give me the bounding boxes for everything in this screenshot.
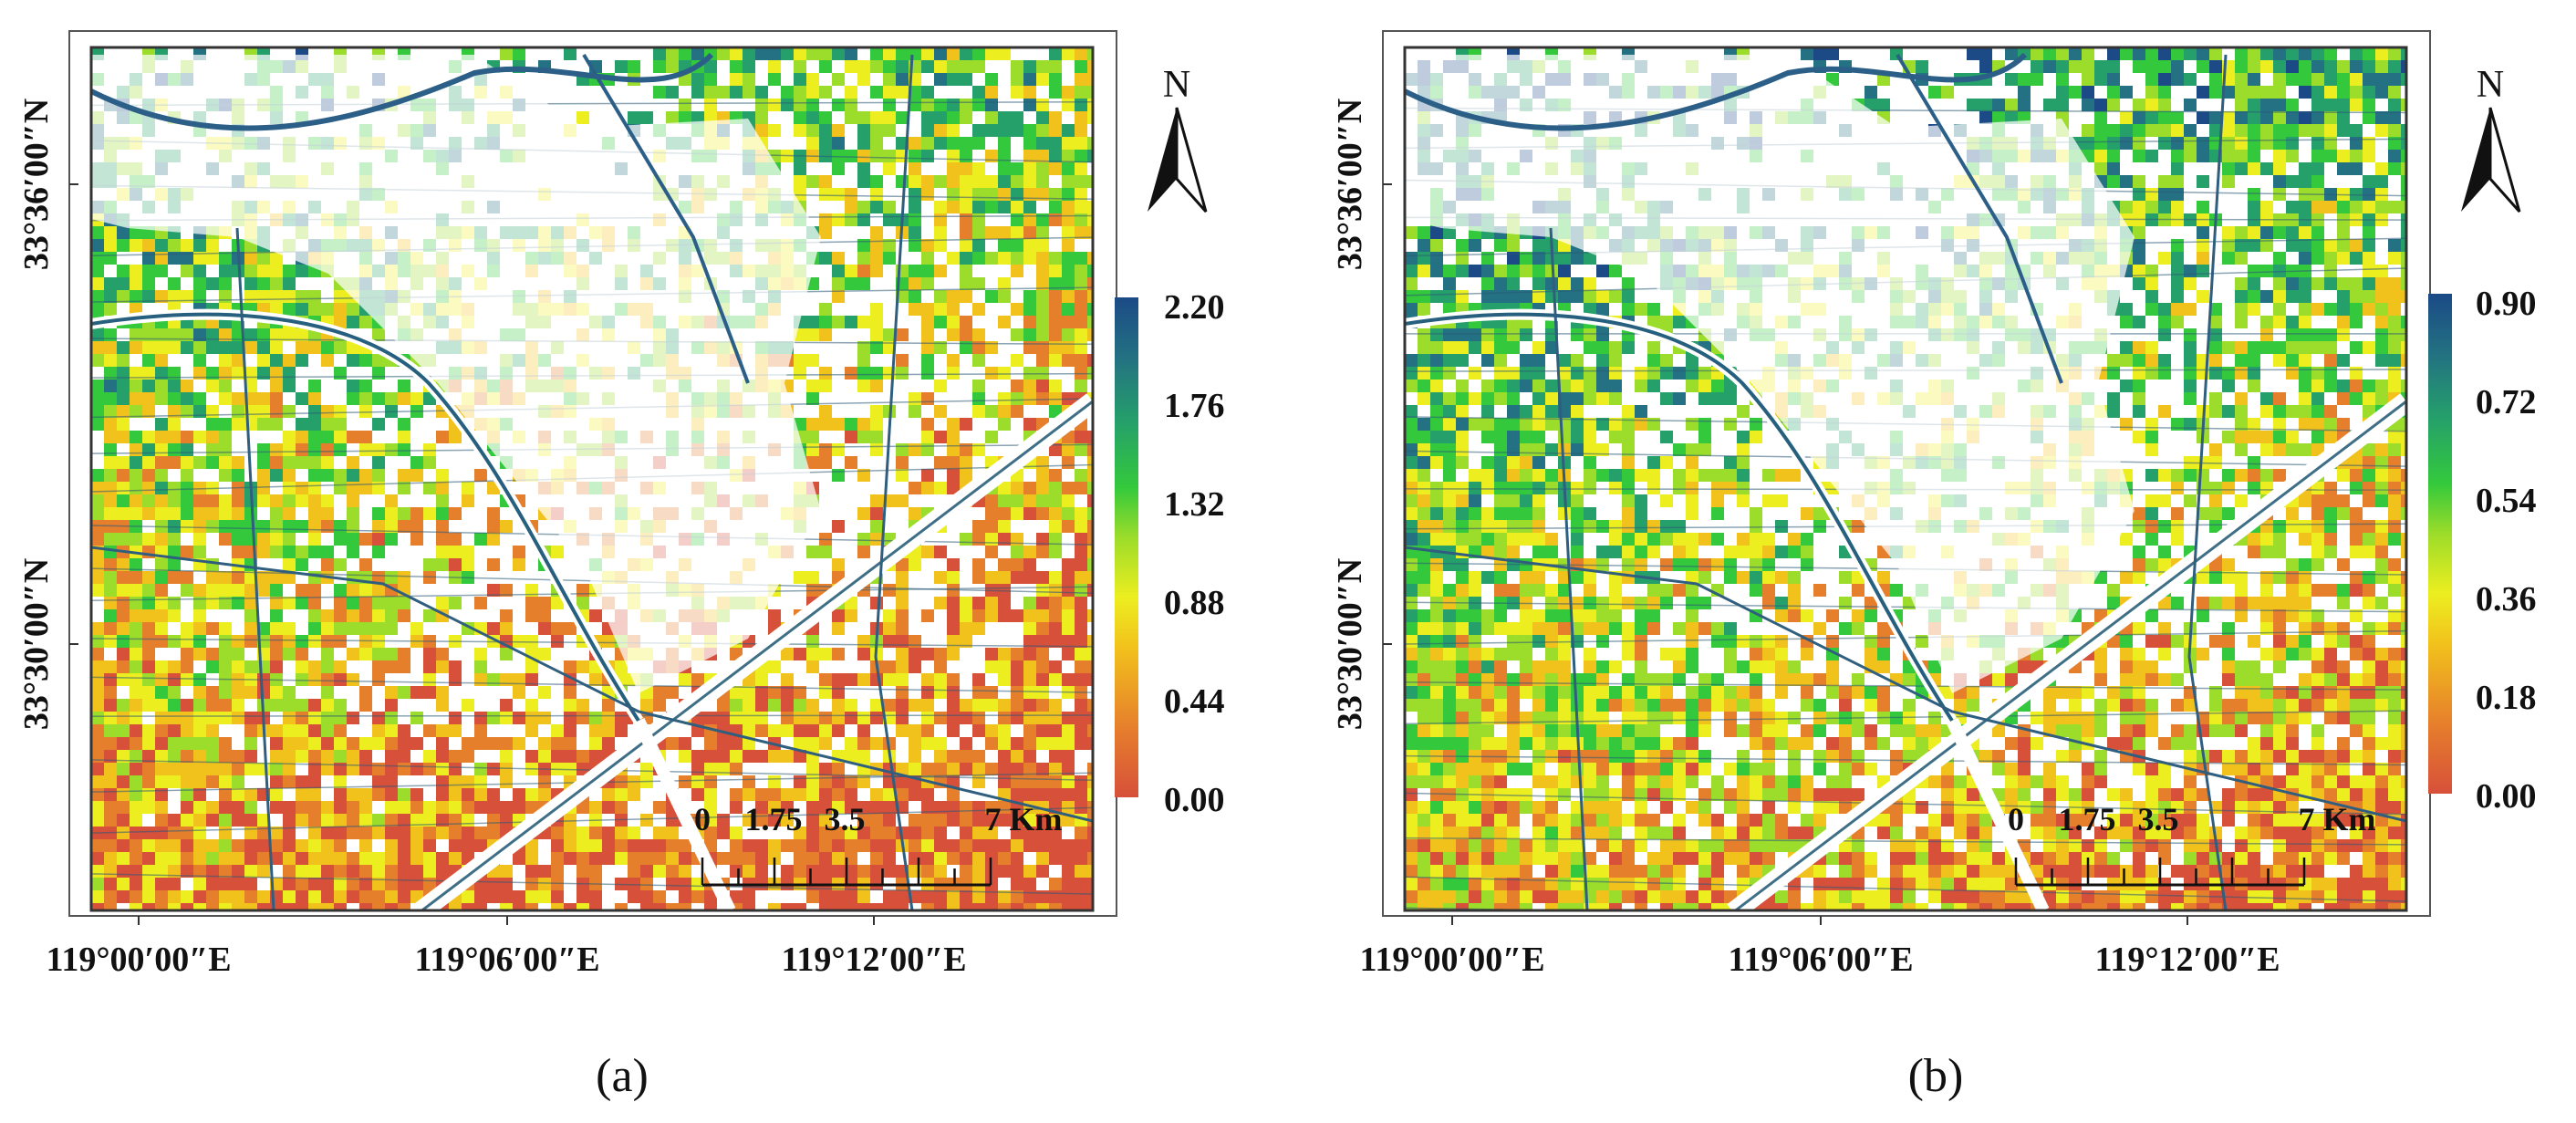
legend-b-label-4: 0.18 — [2476, 679, 2537, 717]
legend-b-label-3: 0.36 — [2476, 580, 2537, 619]
lon-label-a-3: 119°12′00″E — [781, 941, 966, 979]
scale-b-2: 3.5 — [2138, 801, 2179, 837]
legend-b-label-0: 0.90 — [2476, 285, 2537, 323]
lat-label-a-2: 33°30′00″N — [17, 558, 56, 730]
lon-label-b-2: 119°06′00″E — [1728, 941, 1913, 979]
panel-b: 33°36′00″N 33°30′00″N 119°00′00″E 119°06… — [1331, 31, 2537, 1102]
scale-a-3: 7 Km — [985, 801, 1063, 837]
legend-a-label-1: 1.76 — [1164, 387, 1225, 425]
legend-b: 0.90 0.72 0.54 0.36 0.18 0.00 — [2428, 285, 2537, 816]
lat-label-b-2: 33°30′00″N — [1331, 558, 1369, 730]
north-arrow-icon-b: N — [2461, 64, 2519, 212]
legend-a-label-0: 2.20 — [1164, 288, 1225, 327]
scale-a-0: 0 — [694, 801, 711, 837]
lon-label-a-1: 119°00′00″E — [46, 941, 231, 979]
north-label-b: N — [2477, 64, 2504, 106]
legend-a-label-4: 0.44 — [1164, 682, 1225, 721]
legend-b-label-1: 0.72 — [2476, 383, 2537, 421]
panel-a: 33°36′00″N 33°30′00″N 119°00′00″E 119°06… — [17, 31, 1225, 1102]
legend-a-label-3: 0.88 — [1164, 584, 1225, 622]
scale-b-1: 1.75 — [2059, 801, 2116, 837]
lon-label-b-1: 119°00′00″E — [1359, 941, 1544, 979]
legend-a-label-2: 1.32 — [1164, 485, 1225, 524]
color-ramp-b — [2428, 294, 2452, 794]
north-arrow-icon-a: N — [1148, 64, 1206, 212]
lat-label-a-1: 33°36′00″N — [17, 99, 56, 270]
scale-b-0: 0 — [2008, 801, 2024, 837]
legend-b-label-2: 0.54 — [2476, 482, 2537, 520]
lon-label-a-2: 119°06′00″E — [414, 941, 599, 979]
caption-b: (b) — [1908, 1050, 1964, 1102]
scale-b-3: 7 Km — [2299, 801, 2376, 837]
legend-b-label-5: 0.00 — [2476, 777, 2537, 816]
color-ramp-a — [1115, 297, 1138, 797]
lon-label-b-3: 119°12′00″E — [2094, 941, 2280, 979]
scale-a-2: 3.5 — [825, 801, 866, 837]
lat-label-b-1: 33°36′00″N — [1331, 99, 1369, 270]
legend-a-label-5: 0.00 — [1164, 781, 1225, 819]
scale-a-1: 1.75 — [745, 801, 803, 837]
map-raster-a — [91, 47, 1100, 916]
north-label-a: N — [1163, 64, 1190, 106]
caption-a: (a) — [596, 1050, 649, 1102]
map-raster-b — [1405, 47, 2414, 924]
legend-a: 2.20 1.76 1.32 0.88 0.44 0.00 — [1115, 288, 1225, 819]
